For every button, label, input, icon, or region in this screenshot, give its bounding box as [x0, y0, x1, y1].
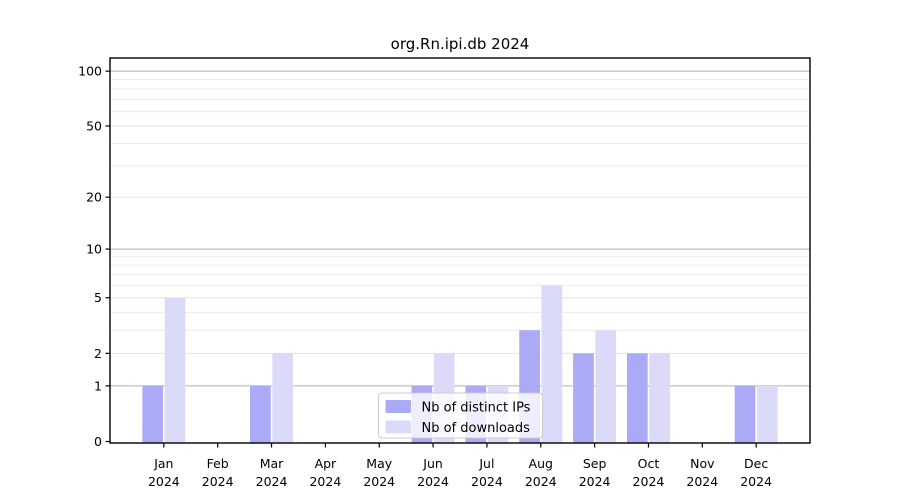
y-tick-label: 0: [94, 434, 102, 449]
bar-distinct-ips: [250, 385, 271, 443]
bar-downloads: [756, 385, 778, 443]
y-tick-label: 1: [94, 378, 102, 393]
x-tick-label-month: Sep: [583, 456, 607, 471]
legend-label-downloads: Nb of downloads: [422, 421, 531, 436]
bar-distinct-ips: [142, 385, 164, 443]
bar-downloads: [541, 285, 563, 443]
bar-downloads: [164, 297, 186, 443]
x-tick-label-month: Aug: [529, 456, 553, 471]
x-tick-label-year: 2024: [417, 474, 449, 489]
x-tick-label-year: 2024: [579, 474, 611, 489]
x-tick-label-year: 2024: [740, 474, 772, 489]
bar-distinct-ips: [734, 385, 756, 443]
bar-downloads: [272, 353, 294, 443]
legend-swatch-distinct-ips: [385, 400, 411, 413]
x-tick-label-month: Feb: [207, 456, 229, 471]
bar-distinct-ips: [573, 353, 594, 443]
y-tick-label: 5: [94, 290, 102, 305]
x-tick-label-month: Nov: [690, 456, 715, 471]
x-tick-label-month: Mar: [260, 456, 284, 471]
x-tick-label-month: May: [366, 456, 392, 471]
legend-label-distinct-ips: Nb of distinct IPs: [422, 401, 531, 416]
x-tick-label-year: 2024: [202, 474, 234, 489]
bar-distinct-ips: [626, 353, 648, 443]
y-tick-label: 100: [78, 64, 102, 79]
x-tick-label-year: 2024: [309, 474, 341, 489]
x-tick-label-month: Jan: [153, 456, 173, 471]
y-tick-label: 2: [94, 346, 102, 361]
x-tick-label-month: Apr: [315, 456, 337, 471]
x-tick-label-year: 2024: [633, 474, 665, 489]
x-tick-label-month: Oct: [638, 456, 660, 471]
x-tick-label-year: 2024: [148, 474, 180, 489]
legend-swatch-downloads: [385, 420, 411, 434]
x-tick-label-year: 2024: [686, 474, 718, 489]
x-tick-label-month: Jun: [422, 456, 443, 471]
x-tick-label-month: Dec: [744, 456, 768, 471]
x-tick-label-year: 2024: [471, 474, 503, 489]
x-tick-label-year: 2024: [256, 474, 288, 489]
x-tick-label-year: 2024: [363, 474, 395, 489]
y-tick-label: 10: [86, 242, 102, 257]
bar-downloads: [649, 353, 670, 443]
chart-title: org.Rn.ipi.db 2024: [390, 35, 530, 53]
x-tick-label-month: Jul: [478, 456, 494, 471]
bar-downloads: [595, 330, 617, 443]
x-tick-label-year: 2024: [525, 474, 557, 489]
axes-spine: [109, 57, 811, 444]
y-tick-label: 20: [86, 190, 102, 205]
legend-box: [378, 392, 543, 439]
y-tick-label: 50: [86, 118, 102, 133]
